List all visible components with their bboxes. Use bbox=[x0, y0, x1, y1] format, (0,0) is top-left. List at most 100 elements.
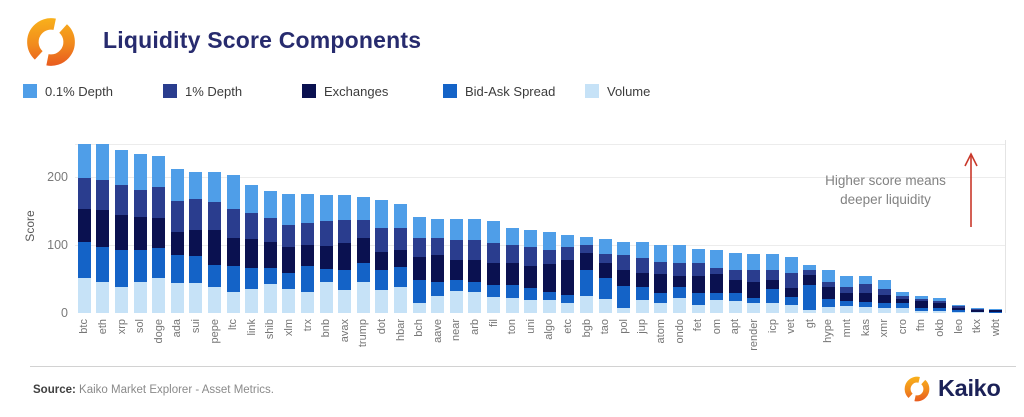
bar-segment bbox=[933, 300, 947, 303]
plot-right-border bbox=[1005, 140, 1006, 313]
bar-segment bbox=[468, 219, 482, 240]
legend-label: 1% Depth bbox=[185, 83, 243, 99]
bar-sui bbox=[189, 171, 203, 313]
bar-segment bbox=[598, 254, 612, 264]
bar-near bbox=[449, 219, 463, 313]
bar-segment bbox=[617, 254, 631, 270]
bar-segment bbox=[189, 256, 203, 284]
bar-segment bbox=[691, 293, 705, 305]
bar-segment bbox=[691, 304, 705, 313]
x-tick-algo: algo bbox=[543, 319, 556, 340]
x-tick-near: near bbox=[450, 319, 463, 342]
bar-atom bbox=[654, 245, 668, 313]
bar-leo bbox=[952, 304, 965, 313]
bar-segment bbox=[952, 310, 965, 313]
bar-aave bbox=[431, 219, 445, 313]
bar-segment bbox=[784, 304, 798, 313]
bar-segment bbox=[654, 293, 668, 304]
legend-item-volume: Volume bbox=[585, 83, 650, 99]
x-tick-uni: uni bbox=[524, 319, 537, 334]
bar-segment bbox=[96, 246, 110, 283]
bar-segment bbox=[152, 218, 166, 248]
bar-segment bbox=[412, 257, 426, 280]
x-tick-pol: pol bbox=[617, 319, 630, 334]
bar-gt bbox=[803, 264, 817, 313]
x-tick-gt: gt bbox=[803, 319, 816, 329]
bar-segment bbox=[747, 254, 761, 271]
bar-segment bbox=[747, 270, 761, 282]
legend-item-exchanges: Exchanges bbox=[302, 83, 388, 99]
x-tick-leo: leo bbox=[952, 319, 965, 334]
gridline-200 bbox=[75, 177, 1006, 179]
bar-segment bbox=[710, 273, 724, 294]
bar-segment bbox=[301, 291, 314, 313]
bar-segment bbox=[914, 301, 928, 308]
bar-segment bbox=[524, 287, 538, 301]
x-tick-bnb: bnb bbox=[320, 319, 333, 338]
bar-segment bbox=[338, 289, 352, 313]
bar-segment bbox=[338, 243, 352, 271]
bar-segment bbox=[989, 310, 1003, 313]
x-tick-render: render bbox=[747, 319, 760, 351]
source-text: Source: Kaiko Market Explorer - Asset Me… bbox=[33, 384, 274, 396]
bar-segment bbox=[77, 143, 91, 179]
bar-segment bbox=[784, 256, 798, 273]
bar-segment bbox=[896, 303, 910, 308]
chart-annotation: Higher score means deeper liquidity bbox=[788, 171, 983, 209]
bar-trump bbox=[356, 197, 370, 313]
bar-segment bbox=[356, 281, 370, 313]
bar-segment bbox=[338, 270, 352, 290]
bar-segment bbox=[449, 260, 463, 280]
bar-segment bbox=[505, 228, 519, 246]
bar-segment bbox=[115, 215, 128, 250]
bar-segment bbox=[970, 309, 984, 312]
bar-segment bbox=[133, 216, 147, 250]
bar-segment bbox=[914, 310, 928, 313]
bar-segment bbox=[542, 231, 556, 250]
bar-segment bbox=[691, 248, 705, 264]
bar-segment bbox=[840, 300, 854, 307]
bar-segment bbox=[673, 262, 686, 277]
bar-eth bbox=[96, 144, 110, 313]
legend-swatch-1pct-depth bbox=[163, 84, 177, 98]
bar-fet bbox=[691, 248, 705, 313]
bar-segment bbox=[263, 268, 277, 284]
bar-segment bbox=[710, 300, 724, 313]
bar-segment bbox=[394, 286, 407, 313]
legend-label: Volume bbox=[607, 83, 651, 99]
bar-vet bbox=[784, 256, 798, 313]
x-tick-ftn: ftn bbox=[915, 319, 928, 332]
bar-segment bbox=[356, 197, 370, 221]
bar-segment bbox=[375, 200, 389, 228]
bar-segment bbox=[468, 281, 482, 292]
bar-segment bbox=[412, 279, 426, 304]
bar-cro bbox=[896, 291, 910, 313]
bar-segment bbox=[301, 245, 314, 267]
bar-xmr bbox=[877, 280, 891, 313]
bar-segment bbox=[821, 281, 835, 288]
x-tick-dot: dot bbox=[375, 319, 388, 335]
bar-segment bbox=[263, 190, 277, 219]
bar-segment bbox=[152, 277, 166, 313]
bar-segment bbox=[245, 289, 259, 313]
bar-segment bbox=[319, 221, 333, 246]
x-tick-sol: sol bbox=[134, 319, 147, 334]
bar-segment bbox=[152, 247, 166, 278]
bar-apt bbox=[728, 252, 742, 313]
source-label: Source: bbox=[33, 384, 76, 396]
bar-wbt bbox=[989, 308, 1003, 313]
bar-segment bbox=[710, 268, 724, 274]
y-tick-0: 0 bbox=[61, 305, 68, 320]
bar-segment bbox=[263, 283, 277, 313]
bar-segment bbox=[617, 307, 631, 313]
y-tick-200: 200 bbox=[47, 169, 68, 184]
x-tick-fet: fet bbox=[692, 319, 705, 332]
x-tick-hype: hype bbox=[822, 319, 835, 343]
bar-segment bbox=[784, 287, 798, 297]
x-tick-arb: arb bbox=[468, 319, 481, 335]
bar-segment bbox=[431, 219, 445, 239]
bar-segment bbox=[468, 239, 482, 261]
x-tick-om: om bbox=[710, 319, 723, 335]
x-tick-pepe: pepe bbox=[208, 319, 221, 344]
bar-segment bbox=[133, 281, 147, 313]
